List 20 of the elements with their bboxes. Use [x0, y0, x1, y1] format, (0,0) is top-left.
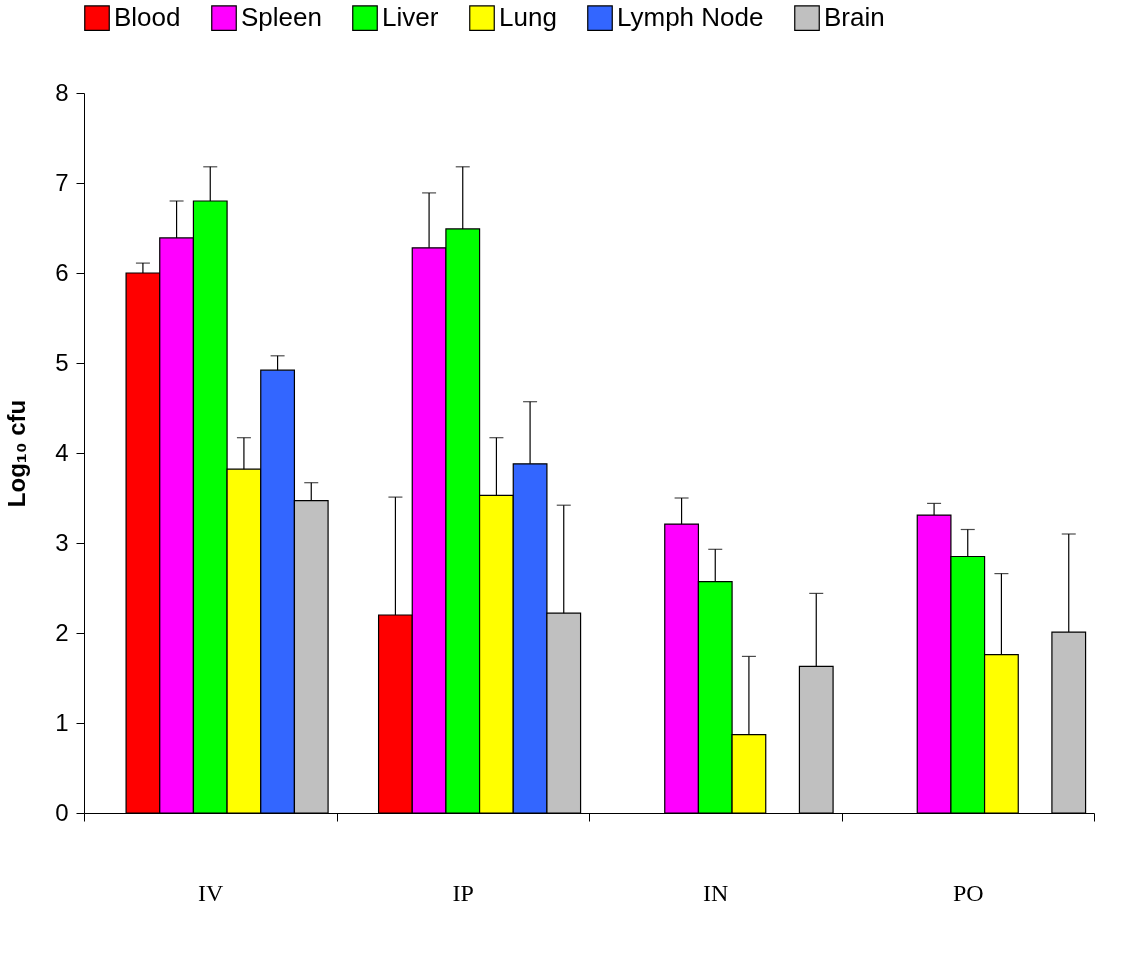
y-tick-label: 3: [55, 528, 69, 556]
y-tick-label: 4: [55, 438, 69, 466]
y-tick-label: 0: [55, 798, 69, 826]
legend-label: Lung: [499, 2, 557, 33]
legend-label: Liver: [382, 2, 439, 33]
x-tick-label: IP: [452, 879, 474, 906]
y-tick-label: 5: [55, 348, 69, 376]
y-tick-label: 1: [55, 708, 69, 736]
x-tick-label: PO: [952, 879, 984, 906]
x-tick-label: IV: [198, 879, 225, 906]
legend-label: Lymph Node: [617, 2, 764, 33]
legend-label: Brain: [824, 2, 885, 33]
legend-label: Blood: [114, 2, 181, 33]
y-axis-title: Log₁₀ cfu: [3, 399, 31, 508]
y-tick-label: 2: [55, 618, 69, 646]
legend-label: Spleen: [241, 2, 322, 33]
y-tick-label: 8: [55, 78, 69, 106]
x-tick-label: IN: [703, 879, 729, 906]
y-tick-label: 6: [55, 258, 69, 286]
y-tick-label: 7: [55, 168, 69, 196]
